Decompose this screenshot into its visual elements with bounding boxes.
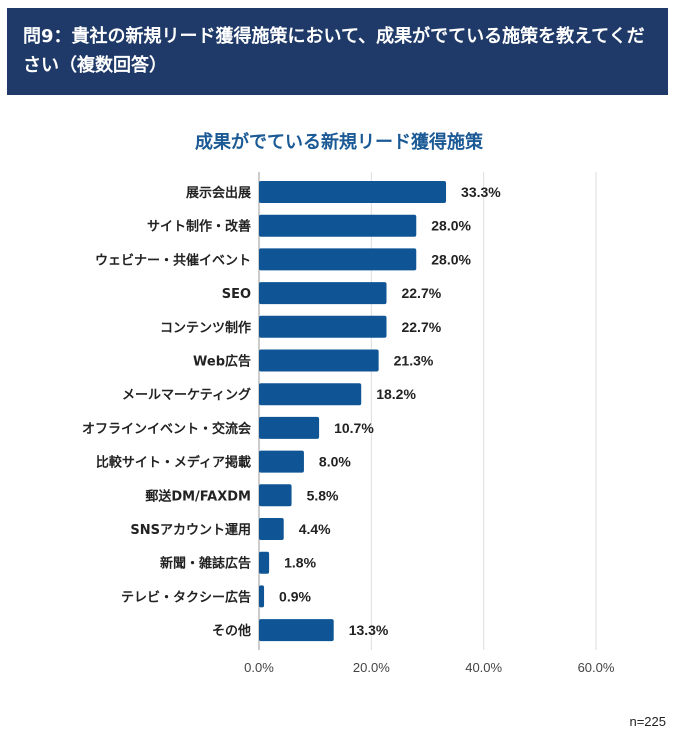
bar <box>259 214 417 237</box>
question-header: 問9：貴社の新規リード獲得施策において、成果がでている施策を教えてください（複数… <box>7 8 668 95</box>
bar <box>259 484 292 507</box>
data-label: 33.3% <box>461 184 501 200</box>
category-label: メールマーケティング <box>122 387 251 403</box>
data-label: 21.3% <box>394 353 434 369</box>
bar <box>259 585 265 608</box>
bar <box>259 416 320 439</box>
bar <box>259 315 387 338</box>
bar <box>259 551 270 574</box>
data-label: 5.8% <box>307 487 339 503</box>
category-label: 新聞・雑誌広告 <box>160 556 251 572</box>
category-label: コンテンツ制作 <box>160 320 251 336</box>
x-tick-label: 60.0% <box>578 660 615 675</box>
category-label: SNSアカウント運用 <box>130 523 251 538</box>
data-label: 22.7% <box>401 319 441 335</box>
data-label: 4.4% <box>299 521 331 537</box>
bar-chart: 0.0% 20.0% 40.0% 60.0% 展示会出展 33.3% サイト制作・改善 28.… <box>82 172 615 675</box>
category-label: オフラインイベント・交流会 <box>82 421 252 437</box>
data-label: 28.0% <box>431 251 471 267</box>
category-label: Web広告 <box>193 354 251 370</box>
category-label: SEO <box>222 287 251 302</box>
bar <box>259 349 379 372</box>
bar <box>259 181 447 203</box>
data-label: 18.2% <box>376 386 416 402</box>
category-label: ウェビナー・共催イベント <box>95 252 251 268</box>
data-label: 1.8% <box>284 555 316 571</box>
data-label: 10.7% <box>334 420 374 436</box>
data-label: 22.7% <box>401 285 441 301</box>
bar <box>259 282 387 305</box>
data-label: 0.9% <box>279 588 311 604</box>
bar <box>259 248 417 271</box>
category-label: サイト制作・改善 <box>147 219 251 235</box>
x-tick-label: 40.0% <box>465 660 502 675</box>
category-label: 郵送DM/FAXDM <box>145 488 251 504</box>
bar <box>259 450 304 473</box>
category-label: テレビ・タクシー広告 <box>121 589 251 605</box>
bar <box>259 518 284 540</box>
category-label: 比較サイト・メディア掲載 <box>96 455 251 471</box>
category-label: 展示会出展 <box>186 185 252 201</box>
bar <box>259 383 362 406</box>
bar <box>259 619 334 642</box>
category-label: その他 <box>212 623 251 639</box>
data-label: 8.0% <box>319 454 351 470</box>
x-tick-label: 0.0% <box>244 660 274 675</box>
data-label: 28.0% <box>431 218 471 234</box>
x-tick-label: 20.0% <box>353 660 390 675</box>
chart-title: 成果がでている新規リード獲得施策 <box>195 132 483 153</box>
sample-size: n=225 <box>629 714 666 729</box>
data-label: 13.3% <box>349 622 389 638</box>
